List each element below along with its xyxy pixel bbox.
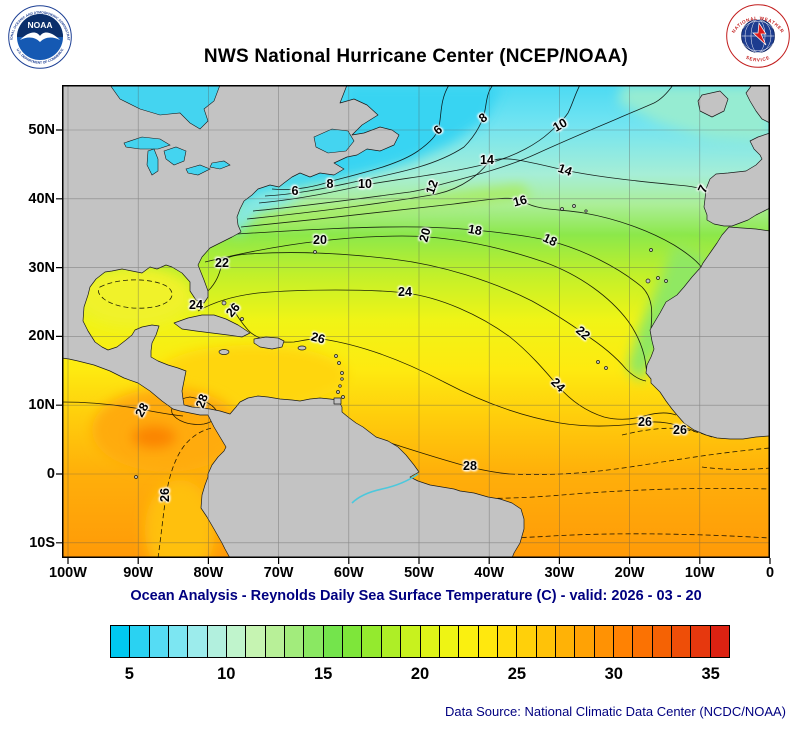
- colorbar-cell: [439, 626, 460, 657]
- lon-tick-10W: 10W: [684, 565, 715, 581]
- colorbar-cell: [304, 626, 324, 657]
- colorbar-cell: [227, 626, 247, 657]
- colorbar-cell: [710, 626, 729, 657]
- colorbar-cell: [575, 626, 595, 657]
- colorbar-cell: [652, 626, 672, 657]
- colorbar-tick-5: 5: [124, 665, 134, 683]
- colorbar-cell: [188, 626, 208, 657]
- nws-logo: NATIONAL WEATHER SERVICE: [726, 4, 790, 68]
- lon-tick-0: 0: [765, 565, 775, 581]
- lon-tick-50W: 50W: [404, 565, 434, 581]
- colorbar-cell: [246, 626, 266, 657]
- noaa-logo: NOAA NATIONAL OCEANIC AND ATMOSPHERIC AD…: [8, 5, 72, 69]
- colorbar-cell: [613, 626, 634, 657]
- colorbar-cell: [459, 626, 479, 657]
- inland-waters: [109, 85, 355, 176]
- noaa-seagull-icon: [20, 32, 60, 42]
- colorbar-cell: [478, 626, 498, 657]
- colorbar-cell: [381, 626, 402, 657]
- sst-map: 6 8 10 14 14 6 8 10 12 16 7 18 18 20 20 22 22 24 24 24 26 26 2…: [56, 85, 771, 564]
- lake-huron: [163, 146, 187, 166]
- colorbar-cell: [517, 626, 537, 657]
- landmasses: [62, 85, 770, 558]
- amazon-river: [351, 473, 419, 504]
- grid-lines: [62, 85, 770, 558]
- colorbar-cell: [420, 626, 440, 657]
- lon-tick-20W: 20W: [614, 565, 645, 581]
- colorbar-cell: [111, 626, 131, 657]
- lon-tick-100W: 100W: [49, 565, 87, 581]
- lake-ontario: [209, 160, 231, 170]
- colorbar-cell: [594, 626, 614, 657]
- colorbar-cell: [169, 626, 189, 657]
- landmass-ireland: [697, 90, 729, 118]
- colorbar-tick-25: 25: [507, 665, 527, 683]
- colorbar-cell: [149, 626, 170, 657]
- colorbar-cell: [265, 626, 286, 657]
- nws-ring-bottom-text: SERVICE: [745, 55, 771, 63]
- lake-erie: [185, 164, 211, 176]
- lat-tick-0: 0: [46, 466, 55, 483]
- lon-tick-60W: 60W: [333, 565, 364, 581]
- sst-map-canvas: [56, 85, 771, 564]
- colorbar-cell: [130, 626, 150, 657]
- colorbar-cell: [323, 626, 344, 657]
- lat-tick-20N: 20N: [28, 328, 55, 345]
- colorbar-cell: [555, 626, 576, 657]
- noaa-logo-upper: [17, 14, 63, 37]
- island-cuba: [173, 314, 251, 338]
- lat-tick-40N: 40N: [28, 190, 55, 207]
- colorbar-cell: [343, 626, 363, 657]
- colorbar-cell: [536, 626, 556, 657]
- lake-superior: [123, 136, 171, 150]
- colorbar-tick-15: 15: [313, 665, 333, 683]
- page-title: NWS National Hurricane Center (NCEP/NOAA…: [203, 46, 629, 67]
- hudson-bay: [109, 85, 221, 130]
- colorbar-cell: [497, 626, 518, 657]
- island-trinidad: [333, 397, 342, 405]
- colorbar-tick-30: 30: [604, 665, 623, 683]
- lon-tick-70W: 70W: [263, 565, 294, 581]
- lon-tick-90W: 90W: [123, 565, 154, 581]
- nws-lightning-icon: [752, 21, 767, 46]
- island-specks: [134, 204, 668, 479]
- lat-tick-50N: 50N: [28, 122, 55, 138]
- data-source-note: Data Source: National Climatic Data Cent…: [445, 704, 786, 719]
- lon-tick-40W: 40W: [474, 565, 505, 581]
- colorbar-cell: [207, 626, 228, 657]
- colorbar-cell: [362, 626, 382, 657]
- island-jamaica: [218, 349, 230, 355]
- nws-globe-parallels: [742, 20, 774, 52]
- noaa-logo-text: NOAA: [27, 20, 52, 30]
- colorbar-cell: [691, 626, 711, 657]
- colorbar-tick-20: 20: [410, 665, 430, 683]
- landmass-britain: [745, 85, 770, 124]
- gulf-st-lawrence: [313, 128, 355, 154]
- colorbar-cell: [285, 626, 305, 657]
- lon-tick-80W: 80W: [193, 565, 224, 581]
- lat-tick-10S: 10S: [29, 534, 55, 551]
- lon-tick-30W: 30W: [544, 565, 575, 581]
- colorbar-cell: [401, 626, 421, 657]
- lat-tick-10N: 10N: [28, 397, 55, 414]
- island-hispaniola: [253, 336, 285, 350]
- landmass-americas: [62, 85, 525, 558]
- lake-michigan: [146, 148, 159, 176]
- landmass-africa: [645, 226, 770, 440]
- temperature-colorbar: [110, 625, 730, 658]
- lat-tick-30N: 30N: [28, 259, 55, 276]
- axis-ticks: [56, 129, 771, 564]
- colorbar-tick-10: 10: [217, 665, 236, 683]
- colorbar-cell: [671, 626, 692, 657]
- island-puerto-rico: [297, 345, 307, 351]
- colorbar-tick-35: 35: [701, 665, 720, 683]
- colorbar-cell: [633, 626, 653, 657]
- map-frame: [62, 85, 770, 558]
- map-caption: Ocean Analysis - Reynolds Daily Sea Surf…: [130, 588, 702, 604]
